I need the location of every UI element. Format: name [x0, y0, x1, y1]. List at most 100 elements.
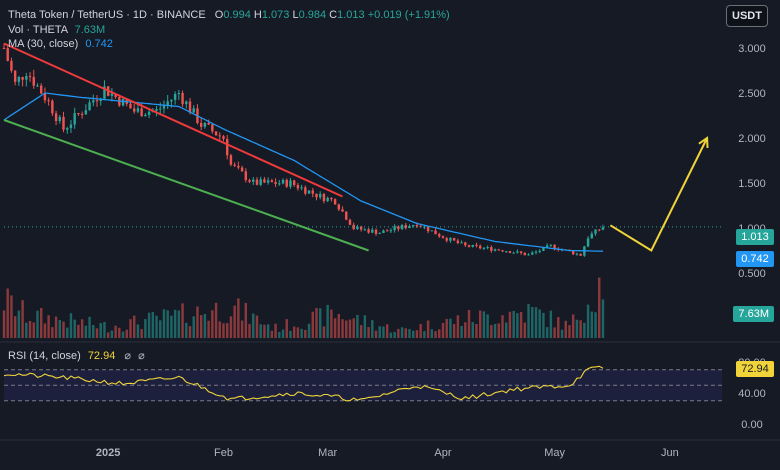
candle-body [140, 108, 143, 117]
candle-body [337, 204, 341, 210]
volume-bar [196, 306, 199, 338]
volume-bar [51, 327, 54, 338]
volume-bar [531, 307, 534, 338]
volume-bar [199, 315, 203, 338]
volume-bar [586, 304, 590, 338]
candle-body [397, 226, 400, 230]
candle-body [188, 101, 192, 113]
volume-bar [497, 323, 500, 338]
volume-bar [512, 310, 515, 338]
time-tick-label: Apr [434, 447, 451, 459]
volume-bar [534, 307, 538, 338]
candle-body [181, 92, 184, 105]
volume-bar [378, 326, 381, 338]
volume-bar [278, 331, 281, 338]
candle-body [538, 250, 541, 252]
candle-body [266, 180, 270, 183]
volume-bar [467, 309, 471, 338]
volume-bar [66, 327, 69, 338]
candle-body [371, 229, 374, 233]
volume-bar [311, 311, 314, 338]
candle-body [155, 108, 158, 111]
candle-body [345, 211, 348, 220]
volume-bar [10, 295, 13, 338]
volume-bar [88, 316, 91, 338]
candle-body [505, 251, 508, 253]
candle-body [84, 110, 88, 115]
volume-bar [99, 323, 102, 338]
volume-bar [103, 321, 106, 338]
price-tick-label: 1.500 [738, 178, 766, 190]
volume-bar [493, 324, 497, 338]
candle-body [475, 244, 478, 246]
volume-bar [289, 330, 292, 338]
candle-body [199, 123, 203, 127]
candle-body [482, 247, 486, 249]
volume-bar [17, 310, 21, 338]
volume-bar [151, 312, 155, 338]
volume-bar [426, 320, 430, 338]
candle-body [80, 113, 84, 115]
volume-bar [345, 320, 348, 338]
volume-bar [207, 320, 210, 338]
eye-off-icon[interactable]: ⌀ [138, 350, 145, 362]
volume-bar [203, 314, 207, 338]
candle-body [132, 108, 136, 112]
candle-body [415, 225, 419, 227]
volume-tag: 7.63M [733, 306, 774, 322]
volume-bar [523, 322, 527, 338]
volume-bar [39, 308, 43, 338]
candle-body [281, 179, 285, 184]
volume-bar [274, 323, 277, 338]
volume-bar [292, 326, 296, 338]
candle-body [341, 209, 344, 212]
candle-body [300, 187, 303, 189]
volume-bar [516, 313, 519, 338]
candle-body [185, 101, 188, 105]
candle-body [445, 238, 448, 241]
volume-bar [47, 315, 50, 338]
open-label: O [214, 9, 224, 21]
candle-body [426, 226, 430, 232]
candle-body [322, 193, 326, 202]
candle-body [211, 124, 214, 132]
volume-bar [181, 303, 184, 338]
volume-bar [170, 315, 173, 338]
volume-bar [300, 328, 303, 338]
volume-bar [58, 320, 62, 338]
volume-bar [226, 323, 229, 338]
volume-bar [140, 329, 143, 338]
eye-off-icon[interactable]: ⌀ [124, 350, 132, 362]
volume-bar [601, 299, 605, 338]
candle-body [378, 233, 381, 235]
currency-button[interactable]: USDT [726, 5, 768, 27]
candle-body [363, 229, 367, 231]
volume-bar [598, 277, 601, 338]
candle-body [292, 180, 296, 185]
volume-bar [508, 311, 512, 338]
volume-bar [449, 318, 452, 338]
candle-body [289, 180, 292, 187]
rsi-tick-label: 0.00 [741, 419, 762, 431]
candle-body [6, 48, 9, 61]
candle-body [460, 242, 463, 244]
candle-body [21, 77, 24, 80]
time-tick-label: Feb [214, 447, 233, 459]
volume-bar [590, 311, 594, 338]
volume-bar [464, 322, 467, 338]
volume-bar [583, 322, 586, 338]
volume-bar [527, 303, 530, 338]
volume-bar [229, 316, 233, 338]
volume-bar [244, 302, 248, 338]
volume-bar [177, 310, 181, 338]
candle-body [326, 197, 329, 202]
indicator-lines [3, 92, 722, 252]
low-value: 0.984 [298, 9, 327, 21]
volume-bar [281, 329, 285, 338]
volume-bar [36, 310, 39, 338]
candle-body [408, 226, 411, 229]
candle-body [259, 179, 262, 185]
header-legend: Theta Token / TetherUS · 1D · BINANCE O0… [8, 9, 450, 21]
